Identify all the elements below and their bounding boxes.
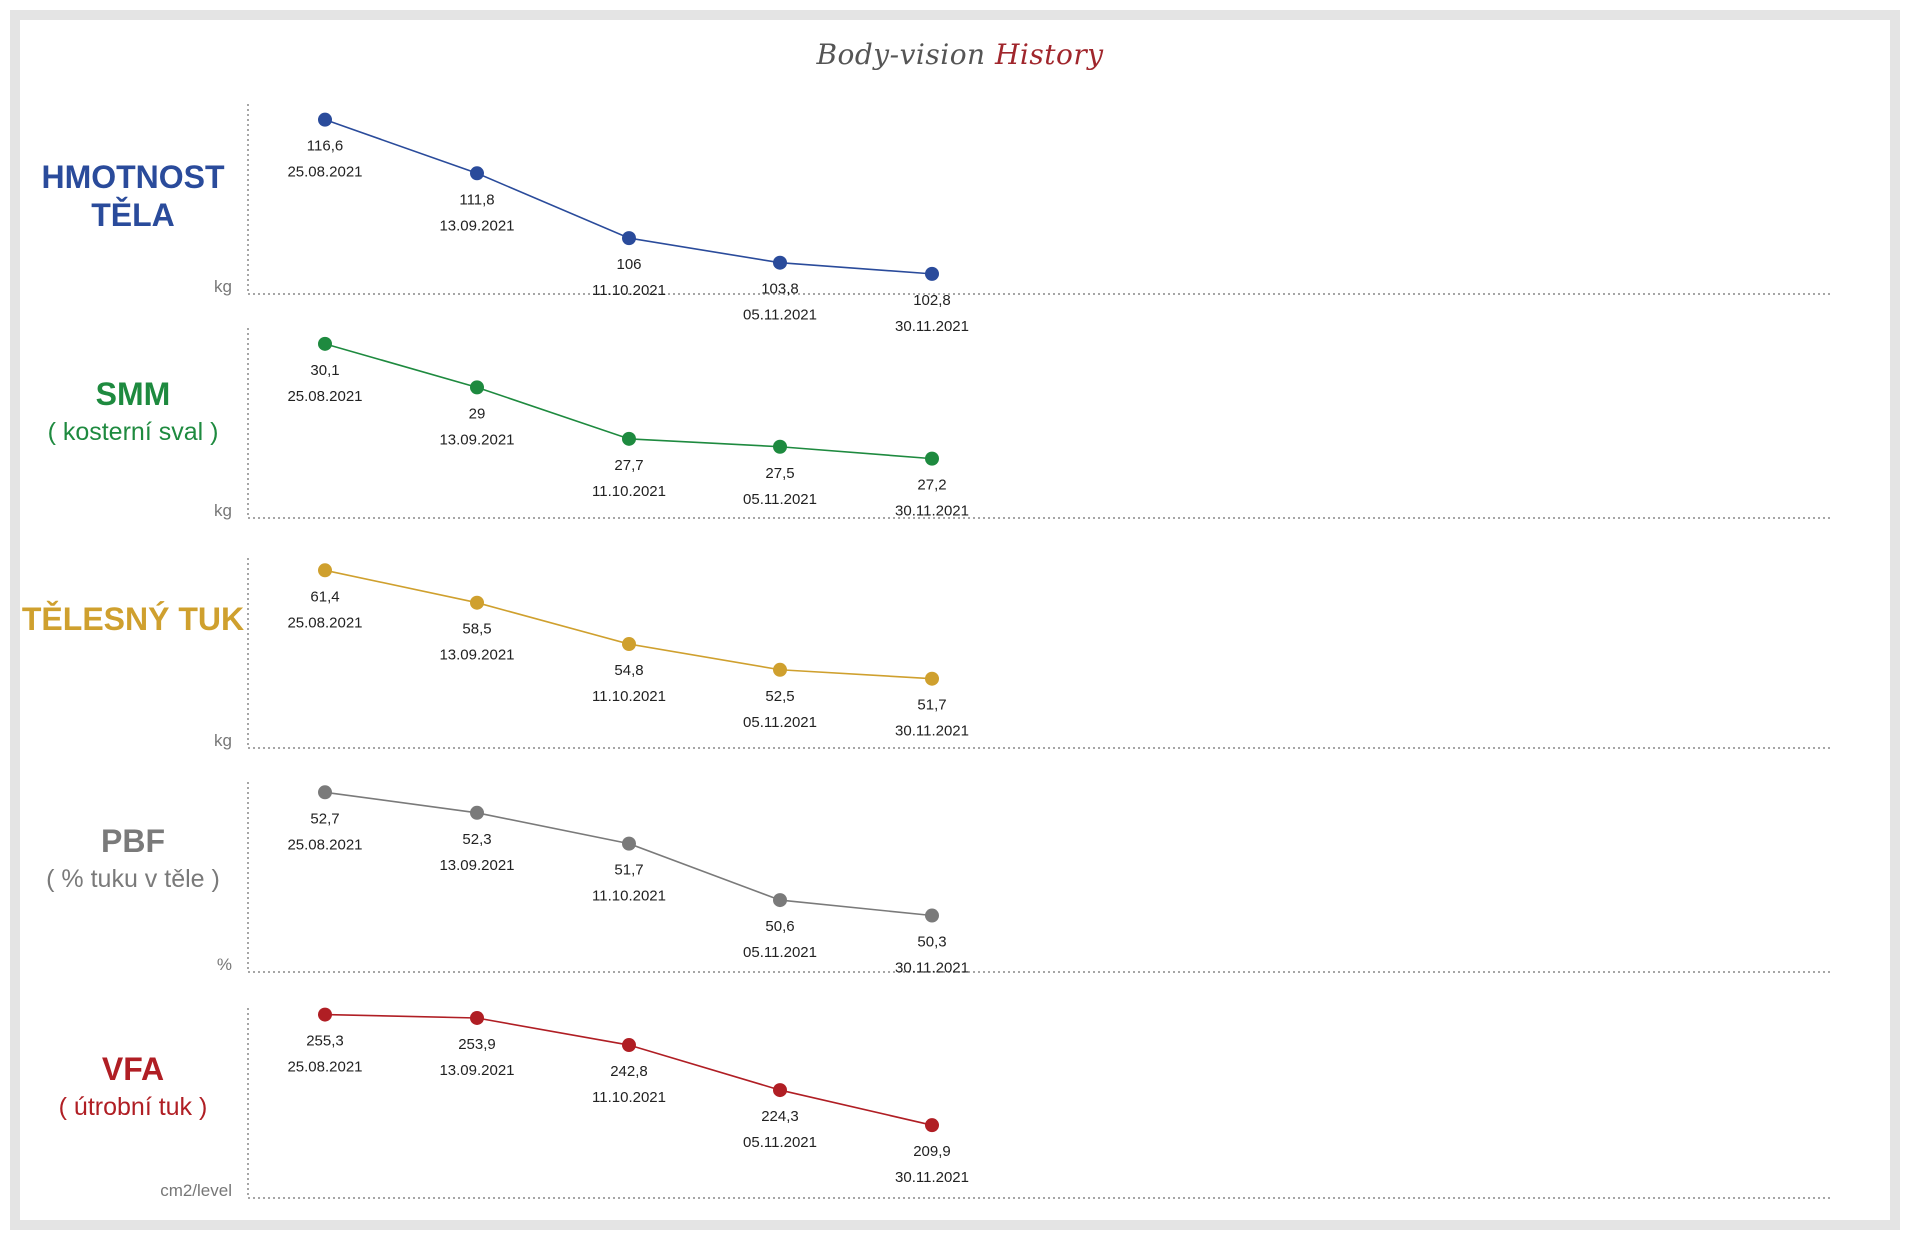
panel-title: VFA <box>101 1051 165 1087</box>
data-point <box>470 166 484 181</box>
data-label-value: 27,2 <box>917 477 946 494</box>
data-label-value: 253,9 <box>458 1036 496 1053</box>
chart-frame <box>10 10 1900 1230</box>
data-label-value: 106 <box>616 256 641 273</box>
data-point <box>622 637 636 652</box>
data-label-date: 25.08.2021 <box>287 836 362 853</box>
data-point <box>773 439 787 454</box>
data-label-date: 11.10.2021 <box>592 688 666 705</box>
data-point <box>318 336 332 351</box>
data-label-value: 51,7 <box>917 697 946 714</box>
data-label-date: 25.08.2021 <box>287 614 362 631</box>
data-label-value: 52,3 <box>462 831 491 848</box>
data-label-date: 11.10.2021 <box>592 1089 666 1106</box>
data-label-value: 50,6 <box>765 918 794 935</box>
data-point <box>318 112 332 127</box>
data-label-date: 25.08.2021 <box>287 388 362 405</box>
data-point <box>925 266 939 281</box>
data-point <box>470 1010 484 1025</box>
data-label-date: 05.11.2021 <box>743 491 817 508</box>
y-axis-unit-label: % <box>217 955 232 974</box>
data-label-value: 27,7 <box>614 457 643 474</box>
data-point <box>773 1083 787 1098</box>
data-label-value: 54,8 <box>614 662 643 679</box>
panel-label-vfa: VFA ( útrobní tuk ) <box>18 1050 248 1126</box>
data-label-value: 209,9 <box>913 1143 951 1160</box>
data-point <box>925 671 939 686</box>
data-label-value: 224,3 <box>761 1108 799 1125</box>
data-point <box>318 1007 332 1022</box>
data-point <box>925 908 939 923</box>
y-axis-unit-label: kg <box>214 277 232 296</box>
y-axis-unit-label: kg <box>214 501 232 520</box>
data-label-date: 11.10.2021 <box>592 888 666 905</box>
data-label-value: 30,1 <box>310 362 339 379</box>
data-label-date: 25.08.2021 <box>287 1059 362 1076</box>
data-label-value: 27,5 <box>765 465 794 482</box>
data-label-value: 58,5 <box>462 621 491 638</box>
data-label-date: 13.09.2021 <box>439 647 514 664</box>
data-label-date: 30.11.2021 <box>895 503 969 520</box>
data-point <box>318 785 332 800</box>
data-label-value: 52,5 <box>765 688 794 705</box>
data-label-value: 29 <box>469 405 486 422</box>
data-label-date: 30.11.2021 <box>895 1169 969 1186</box>
data-point <box>470 595 484 610</box>
data-label-date: 13.09.2021 <box>439 857 514 874</box>
panel-subtitle: ( kosterní sval ) <box>47 418 219 446</box>
panel-label-hmotnost: HMOTNOST TĚLA <box>18 158 248 234</box>
data-label-date: 30.11.2021 <box>895 318 969 335</box>
data-label-date: 13.09.2021 <box>439 217 514 234</box>
data-label-value: 242,8 <box>610 1063 648 1080</box>
data-label-value: 50,3 <box>917 934 946 951</box>
data-label-date: 13.09.2021 <box>439 1062 514 1079</box>
data-point <box>470 805 484 820</box>
data-label-date: 11.10.2021 <box>592 483 666 500</box>
data-label-value: 116,6 <box>307 138 343 155</box>
panel-title: PBF <box>101 823 165 859</box>
data-label-value: 103,8 <box>761 281 799 298</box>
data-point <box>925 451 939 466</box>
data-point <box>622 1038 636 1053</box>
data-point <box>622 231 636 246</box>
panel-title: HMOTNOST TĚLA <box>41 159 225 233</box>
data-point <box>773 893 787 908</box>
title-part-body-vision: Body-vision <box>816 38 986 71</box>
panel-label-telesny-tuk: TĚLESNÝ TUK <box>18 600 248 638</box>
panel-subtitle: ( útrobní tuk ) <box>58 1093 208 1121</box>
data-point <box>318 563 332 578</box>
panel-label-smm: SMM ( kosterní sval ) <box>18 375 248 451</box>
data-label-value: 255,3 <box>306 1033 344 1050</box>
data-label-date: 25.08.2021 <box>287 164 362 181</box>
panel-label-pbf: PBF ( % tuku v těle ) <box>18 822 248 898</box>
data-label-date: 11.10.2021 <box>592 282 666 299</box>
data-label-value: 102,8 <box>913 292 951 309</box>
data-label-date: 30.11.2021 <box>895 723 969 740</box>
data-label-date: 05.11.2021 <box>743 307 817 324</box>
y-axis-unit-label: kg <box>214 731 232 750</box>
data-label-date: 30.11.2021 <box>895 960 969 977</box>
data-label-value: 51,7 <box>614 862 643 879</box>
data-point <box>773 255 787 270</box>
data-label-value: 61,4 <box>310 588 339 605</box>
data-point <box>622 431 636 446</box>
panel-title: SMM <box>95 376 171 412</box>
data-label-date: 05.11.2021 <box>743 1134 817 1151</box>
data-label-date: 05.11.2021 <box>743 714 817 731</box>
chart-title: Body-vision History <box>0 38 1920 71</box>
data-point <box>925 1118 939 1133</box>
series-line <box>324 118 933 275</box>
title-part-history: History <box>994 38 1104 71</box>
data-point <box>773 662 787 677</box>
data-label-value: 111,8 <box>459 191 494 208</box>
panel-subtitle: ( % tuku v těle ) <box>46 865 220 893</box>
panel-title: TĚLESNÝ TUK <box>21 601 245 637</box>
y-axis-unit-label: cm2/level <box>160 1181 232 1200</box>
data-label-date: 13.09.2021 <box>439 431 514 448</box>
data-label-date: 05.11.2021 <box>743 944 817 961</box>
data-point <box>622 836 636 851</box>
data-point <box>470 380 484 395</box>
data-label-value: 52,7 <box>310 810 339 827</box>
